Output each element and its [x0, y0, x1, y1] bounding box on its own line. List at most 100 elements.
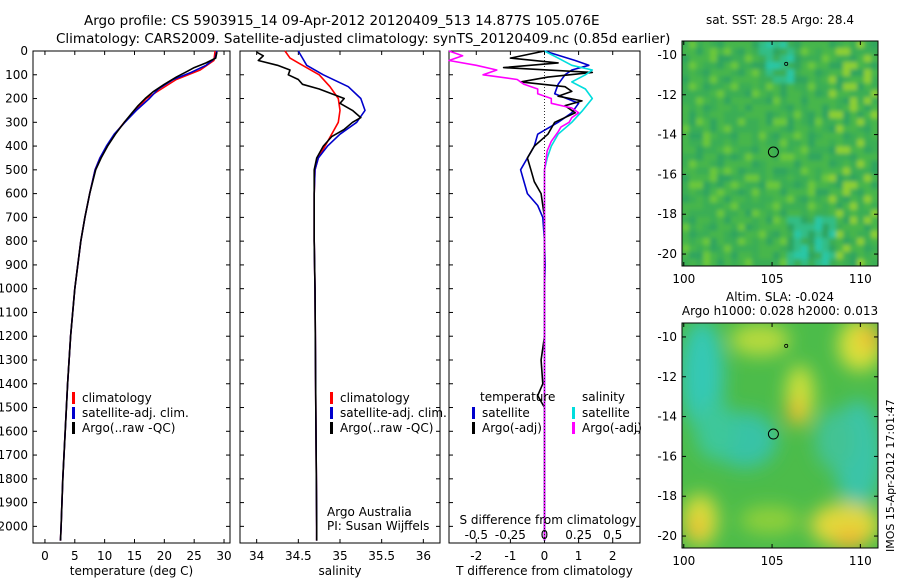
- heatmap-cell: [815, 132, 823, 140]
- heatmap-cell: [794, 118, 802, 126]
- heatmap-cell: [794, 209, 802, 218]
- heatmap-cell: [808, 69, 816, 77]
- heatmap-cell: [843, 90, 851, 98]
- heatmap-cell: [773, 48, 781, 56]
- heatmap-cell: [682, 188, 690, 197]
- heatmap-cell: [724, 76, 732, 84]
- heatmap-cell: [857, 181, 865, 190]
- heatmap-cell: [710, 125, 718, 133]
- map-panel-sla: 100 105 110 -10 -12 -14 -16 -18 -20 Altim. SLA: -…: [657, 290, 879, 568]
- heatmap-cell: [808, 230, 816, 239]
- legend-label: satellite-adj. clim.: [82, 406, 189, 420]
- heatmap-cell: [808, 62, 816, 70]
- heatmap-cell: [696, 223, 704, 232]
- heatmap-cell: [717, 125, 725, 133]
- heatmap-cell: [710, 230, 718, 239]
- heatmap-cell: [864, 104, 872, 112]
- heatmap-cell: [780, 76, 788, 84]
- heatmap-cell: [703, 259, 711, 266]
- heatmap-cell: [752, 237, 760, 246]
- heatmap-cell: [808, 153, 816, 162]
- heatmap-cell: [710, 160, 718, 169]
- heatmap-cell: [836, 251, 844, 260]
- y-tick-label: -18: [657, 207, 677, 221]
- x-tick-label: 100: [672, 272, 695, 286]
- heatmap-cell: [696, 83, 704, 91]
- heatmap-blob: [740, 506, 800, 534]
- x-tick-label: 110: [849, 554, 872, 568]
- heatmap-cell: [710, 83, 718, 91]
- heatmap-cell: [787, 132, 795, 140]
- heatmap-cell: [696, 188, 704, 197]
- heatmap-cell: [808, 97, 816, 105]
- legend-swatch: [330, 407, 333, 419]
- heatmap-cell: [857, 146, 865, 155]
- heatmap-cell: [864, 174, 872, 183]
- heatmap-cell: [717, 153, 725, 162]
- heatmap-cell: [857, 251, 865, 260]
- heatmap-cell: [738, 160, 746, 169]
- heatmap-cell: [710, 237, 718, 246]
- heatmap-cell: [829, 209, 837, 218]
- heatmap-cell: [843, 97, 851, 105]
- heatmap-cell: [829, 69, 837, 77]
- heatmap-cell: [703, 146, 711, 155]
- heatmap-cell: [836, 167, 844, 176]
- heatmap-cell: [864, 118, 872, 126]
- heatmap-cell: [829, 62, 837, 70]
- legend-swatch: [72, 422, 75, 434]
- heatmap-cell: [836, 104, 844, 112]
- heatmap-cell: [808, 251, 816, 260]
- legend-swatch: [330, 422, 333, 434]
- heatmap-cell: [815, 160, 823, 169]
- heatmap-cell: [864, 90, 872, 98]
- heatmap-cell: [766, 188, 774, 197]
- heatmap-cell: [836, 139, 844, 147]
- heatmap-cell: [759, 181, 767, 190]
- heatmap-blobs: [682, 323, 878, 548]
- heatmap-cells: [682, 41, 878, 266]
- y-tick-label: 500: [5, 163, 28, 177]
- heatmap-cell: [752, 69, 760, 77]
- heatmap-cell: [857, 188, 865, 197]
- heatmap-cell: [759, 132, 767, 140]
- reference-point-marker: [784, 343, 789, 348]
- heatmap-cell: [857, 104, 865, 112]
- heatmap-cell: [801, 48, 809, 56]
- heatmap-cell: [850, 104, 858, 112]
- heatmap-cell: [815, 216, 823, 225]
- heatmap-cell: [724, 55, 732, 63]
- heatmap-cell: [829, 48, 837, 56]
- heatmap-cell: [745, 104, 753, 112]
- heatmap-cell: [745, 195, 753, 204]
- heatmap-cell: [703, 230, 711, 239]
- heatmap-cell: [731, 259, 739, 266]
- heatmap-cell: [843, 55, 851, 63]
- heatmap-cell: [745, 69, 753, 77]
- heatmap-cell: [822, 104, 830, 112]
- heatmap-cell: [682, 48, 690, 56]
- heatmap-cell: [710, 202, 718, 211]
- heatmap-cell: [857, 244, 865, 253]
- heatmap-cell: [696, 55, 704, 63]
- heatmap-cell: [682, 111, 690, 119]
- legend-label: satellite: [582, 406, 630, 420]
- heatmap-cell: [724, 62, 732, 70]
- heatmap-cell: [787, 174, 795, 183]
- heatmap-cell: [745, 55, 753, 63]
- heatmap-cell: [759, 139, 767, 147]
- heatmap-cell: [731, 188, 739, 197]
- heatmap-cell: [745, 132, 753, 140]
- heatmap-cell: [794, 181, 802, 190]
- heatmap-cell: [780, 139, 788, 147]
- heatmap-cell: [871, 251, 878, 260]
- heatmap-cell: [717, 83, 725, 91]
- heatmap-cell: [731, 237, 739, 246]
- heatmap-cell: [689, 69, 697, 77]
- heatmap-cell: [808, 202, 816, 211]
- heatmap-cell: [836, 125, 844, 133]
- heatmap-cell: [766, 55, 774, 63]
- heatmap-cell: [787, 97, 795, 105]
- heatmap-cell: [703, 202, 711, 211]
- heatmap-cell: [710, 90, 718, 98]
